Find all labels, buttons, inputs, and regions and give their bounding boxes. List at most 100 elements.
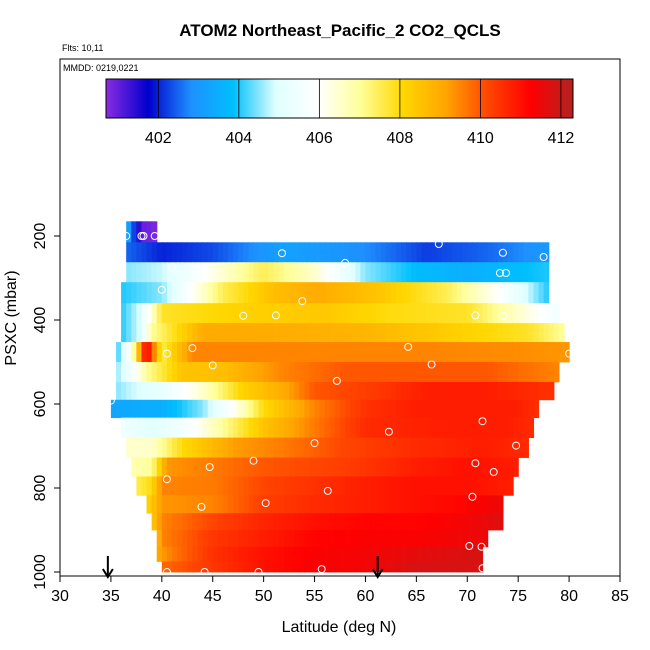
heatmap-cell [482, 417, 489, 438]
heatmap-cell [131, 242, 137, 263]
heatmap-cell [360, 323, 367, 343]
heatmap-cell [207, 437, 214, 458]
heatmap-cell [222, 530, 229, 548]
heatmap-cell [136, 221, 143, 243]
heatmap-cell [340, 362, 346, 383]
colorbar-tick-label: 408 [387, 130, 414, 147]
heatmap-cell [355, 476, 361, 496]
heatmap-cell [340, 342, 346, 363]
heatmap-cell [309, 399, 316, 419]
observation-marker [208, 361, 217, 370]
heatmap-cell [253, 381, 260, 401]
heatmap-cell [431, 417, 438, 438]
heatmap-cell [161, 282, 168, 304]
heatmap-cell [299, 437, 305, 458]
heatmap-cell [156, 399, 163, 419]
flight-arrows [102, 556, 384, 579]
heatmap-cell [401, 561, 407, 573]
y-tick-label: 200 [32, 223, 49, 250]
heatmap-cell [482, 342, 489, 363]
heatmap-cell [233, 495, 239, 514]
heatmap-cell [263, 381, 270, 401]
heatmap-cell [166, 242, 173, 263]
heatmap-cell [248, 362, 255, 383]
heatmap-cell [329, 262, 336, 283]
heatmap-cell [182, 399, 188, 419]
heatmap-cell [462, 417, 468, 438]
heatmap-cell [502, 262, 509, 283]
heatmap-cell [177, 437, 183, 458]
heatmap-cell [182, 262, 188, 283]
heatmap-cell [324, 242, 331, 263]
heatmap-cell [258, 362, 265, 383]
heatmap-cell [375, 546, 382, 562]
heatmap-cell [401, 323, 407, 343]
heatmap-cell [355, 323, 361, 343]
heatmap-cell [472, 437, 479, 458]
heatmap-cell [538, 362, 545, 383]
heatmap-cell [156, 417, 163, 438]
heatmap-cell [202, 417, 209, 438]
heatmap-cell [329, 476, 336, 496]
heatmap-cell [222, 282, 229, 304]
heatmap-cell [238, 457, 244, 477]
heatmap-cell [436, 530, 443, 548]
heatmap-cell [187, 417, 193, 438]
heatmap-cell [334, 242, 341, 263]
heatmap-cell [141, 362, 148, 383]
heatmap-cell [258, 561, 265, 573]
heatmap-cell [324, 495, 331, 514]
heatmap-cell [329, 399, 336, 419]
heatmap-cell [258, 399, 265, 419]
heatmap-cell [472, 561, 479, 573]
heatmap-cell [156, 262, 163, 283]
heatmap-cell [222, 476, 229, 496]
heatmap-cell [518, 282, 524, 304]
heatmap-cell [207, 513, 214, 531]
heatmap-cell [294, 381, 300, 401]
heatmap-cell [289, 242, 295, 263]
heatmap-cell [166, 530, 173, 548]
heatmap-cell [345, 495, 351, 514]
heatmap-cell [126, 282, 132, 304]
heatmap-cell [263, 457, 270, 477]
heatmap-cell [228, 399, 234, 419]
heatmap-cell [446, 342, 453, 363]
heatmap-cell [497, 476, 504, 496]
heatmap-cell [121, 399, 127, 419]
heatmap-cell [370, 513, 377, 531]
heatmap-cell [513, 242, 519, 263]
heatmap-cell [161, 242, 168, 263]
heatmap-cell [452, 242, 458, 263]
heatmap-cell [248, 242, 255, 263]
heatmap-cell [187, 546, 193, 562]
heatmap-cell [284, 513, 290, 531]
heatmap-cell [166, 381, 173, 401]
heatmap-cell [233, 417, 239, 438]
heatmap-cell [248, 561, 255, 573]
heatmap-cell [217, 399, 224, 419]
colorbar-tick-label: 406 [306, 130, 333, 147]
heatmap-cell [263, 513, 270, 531]
heatmap-cell [553, 342, 560, 363]
heatmap-cell [278, 242, 285, 263]
heatmap-cell [228, 437, 234, 458]
heatmap-cell [350, 342, 356, 363]
heatmap-cell [233, 282, 239, 304]
heatmap-cell [406, 399, 412, 419]
heatmap-cell [467, 476, 473, 496]
heatmap-cell [492, 262, 499, 283]
heatmap-cell [334, 546, 341, 562]
heatmap-cell [355, 457, 361, 477]
heatmap-cell [161, 513, 168, 531]
heatmap-cell [324, 262, 331, 283]
heatmap-cell [548, 303, 555, 324]
heatmap-cell [136, 417, 143, 438]
heatmap-cell [436, 546, 443, 562]
heatmap-cell [248, 381, 255, 401]
heatmap-cell [126, 303, 132, 324]
observation-marker [122, 232, 131, 240]
x-tick-label: 70 [458, 588, 476, 605]
heatmap-cell [146, 362, 153, 383]
heatmap-cell [431, 342, 438, 363]
